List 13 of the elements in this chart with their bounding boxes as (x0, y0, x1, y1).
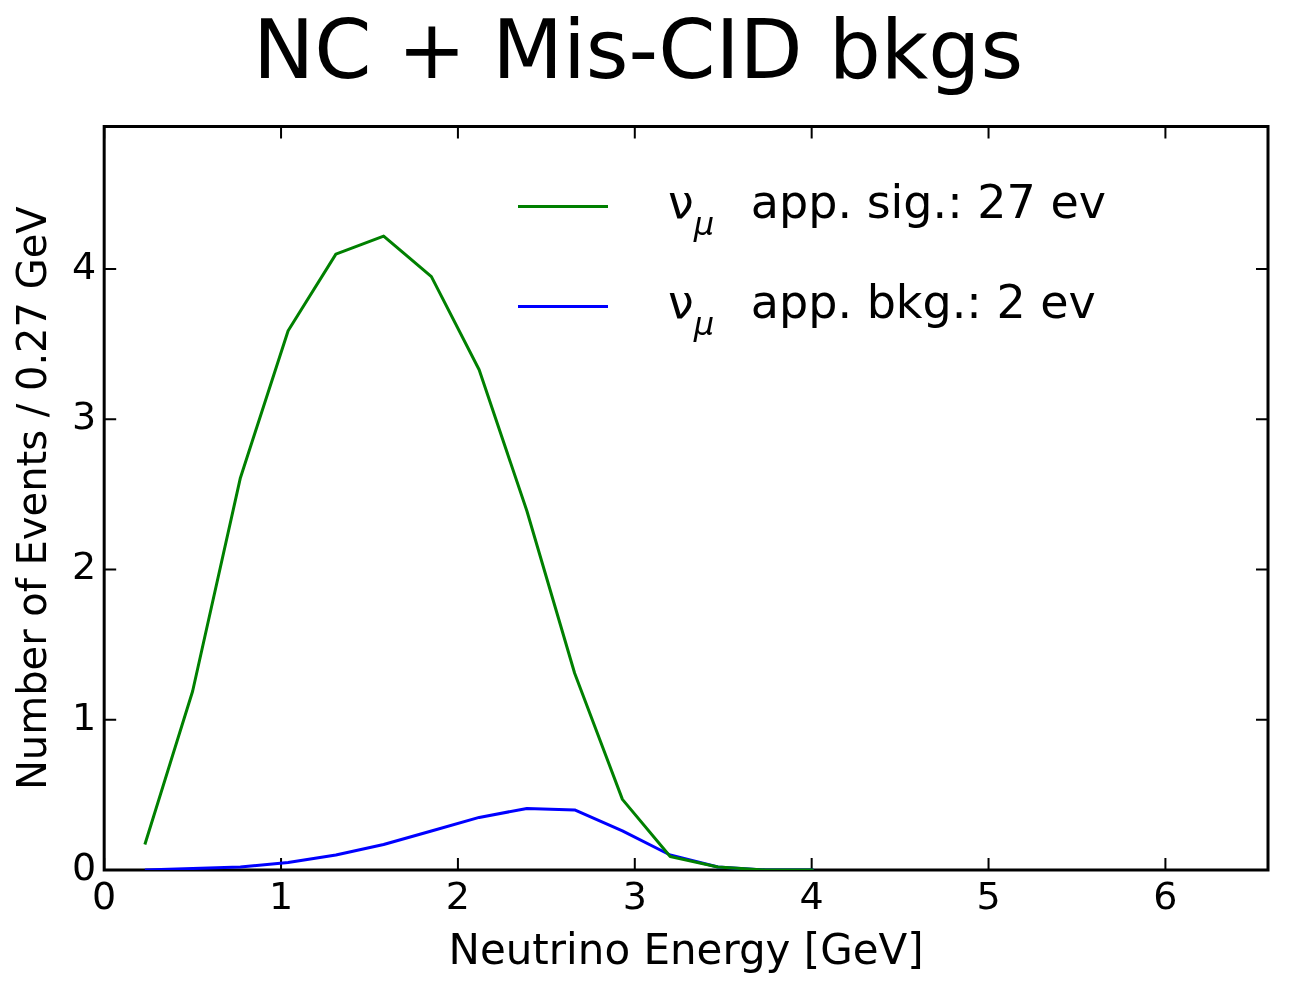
x-tick-label: 4 (799, 873, 824, 918)
x-tick-label: 6 (1153, 873, 1178, 918)
x-tick-label: 5 (976, 873, 1001, 918)
y-tick-label: 3 (71, 394, 97, 439)
y-tick-label: 1 (71, 694, 97, 739)
x-tick-label: 1 (268, 873, 294, 918)
chart-title: NC + Mis-CID bkgs (252, 2, 1024, 98)
x-tick-label: 3 (622, 873, 647, 918)
y-tick-label: 2 (71, 544, 97, 589)
y-tick-label: 4 (71, 243, 97, 288)
x-tick-label: 2 (445, 873, 471, 918)
y-axis-title: Number of Events / 0.27 GeV (9, 205, 56, 791)
x-axis-title: Neutrino Energy [GeV] (448, 924, 924, 974)
